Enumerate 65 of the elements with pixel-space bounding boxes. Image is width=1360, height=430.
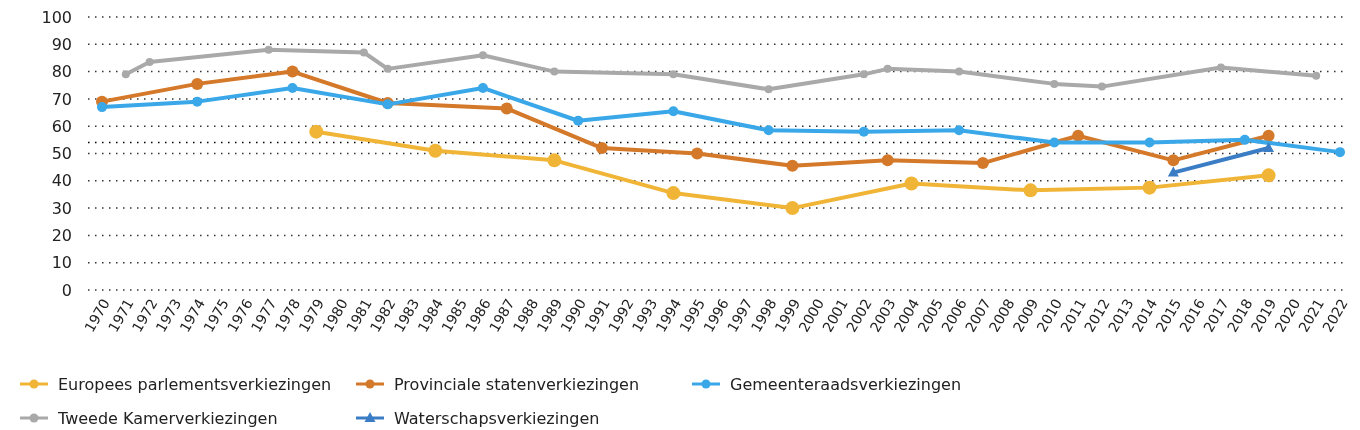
point bbox=[1312, 71, 1321, 80]
legend-label: Waterschapsverkiezingen bbox=[394, 408, 600, 428]
point bbox=[666, 186, 681, 201]
point bbox=[359, 48, 368, 57]
point bbox=[763, 125, 774, 136]
point bbox=[955, 67, 964, 76]
point bbox=[1142, 180, 1157, 195]
y-tick-label: 20 bbox=[51, 226, 72, 245]
point bbox=[286, 65, 299, 78]
y-tick-label: 50 bbox=[51, 144, 72, 164]
y-tick-label: 30 bbox=[51, 198, 72, 218]
point bbox=[97, 102, 107, 113]
point bbox=[785, 201, 800, 216]
point bbox=[954, 125, 965, 136]
point bbox=[859, 70, 868, 79]
point bbox=[691, 147, 704, 160]
y-tick-label: 80 bbox=[51, 62, 72, 82]
point bbox=[858, 126, 869, 137]
point bbox=[192, 96, 203, 107]
point bbox=[1144, 137, 1155, 148]
y-tick-label: 60 bbox=[51, 116, 72, 136]
point bbox=[428, 143, 443, 158]
point bbox=[786, 159, 799, 172]
point bbox=[287, 82, 298, 93]
point bbox=[550, 67, 559, 76]
y-tick-label: 90 bbox=[51, 34, 72, 54]
point bbox=[573, 115, 584, 126]
point bbox=[1023, 183, 1038, 198]
point bbox=[595, 142, 608, 155]
point bbox=[668, 106, 679, 117]
legend-label: Tweede Kamerverkiezingen bbox=[57, 408, 278, 428]
point bbox=[669, 70, 678, 79]
point bbox=[1097, 82, 1106, 91]
point bbox=[1050, 79, 1059, 88]
point bbox=[883, 64, 892, 73]
point bbox=[500, 102, 513, 115]
legend-label: Provinciale statenverkiezingen bbox=[394, 374, 640, 394]
point bbox=[547, 153, 562, 168]
legend-label: Gemeenteraadsverkiezingen bbox=[730, 374, 962, 394]
point bbox=[881, 154, 894, 167]
y-tick-label: 70 bbox=[51, 89, 72, 109]
y-tick-label: 10 bbox=[51, 253, 72, 273]
y-tick-label: 40 bbox=[51, 171, 72, 191]
legend-label: Europees parlementsverkiezingen bbox=[58, 374, 332, 394]
point bbox=[1261, 168, 1276, 183]
point bbox=[1072, 129, 1085, 142]
point bbox=[1216, 63, 1225, 72]
point bbox=[976, 157, 989, 170]
point bbox=[145, 58, 154, 67]
point bbox=[1167, 154, 1180, 167]
y-tick-label: 0 bbox=[61, 280, 72, 300]
y-tick-label: 100 bbox=[41, 7, 72, 27]
point bbox=[1335, 147, 1345, 158]
point bbox=[904, 176, 919, 191]
point bbox=[1239, 134, 1250, 145]
point bbox=[1049, 137, 1060, 148]
point bbox=[477, 82, 488, 93]
point bbox=[478, 51, 487, 60]
point bbox=[1262, 129, 1275, 142]
point bbox=[383, 64, 392, 73]
point bbox=[191, 77, 204, 90]
point bbox=[309, 124, 324, 139]
point bbox=[121, 70, 130, 79]
point bbox=[764, 85, 773, 94]
point bbox=[264, 45, 273, 54]
